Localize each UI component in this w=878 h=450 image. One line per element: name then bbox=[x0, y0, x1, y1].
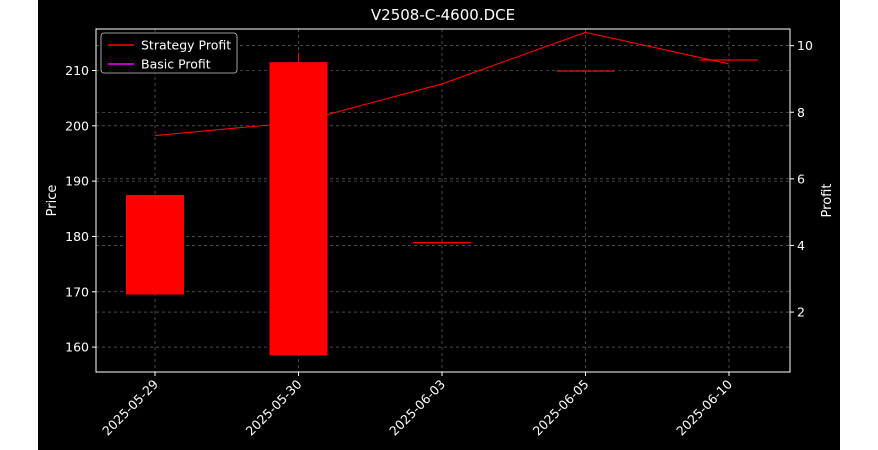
chart-figure: 160 170 180 190 200 210 2 4 6 8 10 2025-05-29 2025-0… bbox=[38, 0, 840, 450]
plot-frame bbox=[95, 28, 791, 373]
candle-body bbox=[269, 62, 328, 356]
legend-label: Basic Profit bbox=[141, 57, 211, 72]
legend-label: Strategy Profit bbox=[141, 38, 231, 53]
chart-svg: 160 170 180 190 200 210 2 4 6 8 10 2025-05-29 2025-0… bbox=[45, 6, 835, 439]
x-tick-label: 2025-05-29 bbox=[99, 376, 161, 438]
y-tick-label-right: 10 bbox=[797, 38, 813, 53]
x-tick-label: 2025-06-10 bbox=[673, 376, 735, 438]
y-axis-label-right: Profit bbox=[820, 184, 835, 218]
candle-body bbox=[413, 241, 471, 244]
candle-body bbox=[700, 59, 758, 61]
candles bbox=[126, 52, 758, 356]
y-tick-label-right: 6 bbox=[797, 171, 805, 186]
x-tick-label: 2025-05-30 bbox=[243, 376, 305, 438]
y-tick-label-left: 200 bbox=[65, 118, 89, 133]
grid-lines bbox=[96, 29, 790, 372]
y-tick-label-right: 2 bbox=[797, 305, 805, 320]
x-tick-label: 2025-06-05 bbox=[530, 377, 592, 439]
y-tick-label-right: 4 bbox=[797, 238, 805, 253]
y-tick-label-right: 8 bbox=[797, 105, 805, 120]
candle-body bbox=[126, 194, 184, 295]
y-tick-label-left: 210 bbox=[65, 63, 89, 78]
y-tick-label-left: 170 bbox=[65, 284, 89, 299]
y-tick-label-left: 180 bbox=[65, 229, 89, 244]
legend: Strategy Profit Basic Profit bbox=[100, 32, 238, 74]
x-tick-label: 2025-06-03 bbox=[386, 377, 448, 439]
legend-box bbox=[100, 32, 238, 74]
chart-title: V2508-C-4600.DCE bbox=[371, 6, 515, 24]
candle-body bbox=[556, 70, 615, 72]
y-axis-label-left: Price bbox=[45, 185, 60, 217]
series-line bbox=[154, 31, 730, 137]
y-tick-label-left: 160 bbox=[65, 340, 89, 355]
y-tick-label-left: 190 bbox=[65, 174, 89, 189]
